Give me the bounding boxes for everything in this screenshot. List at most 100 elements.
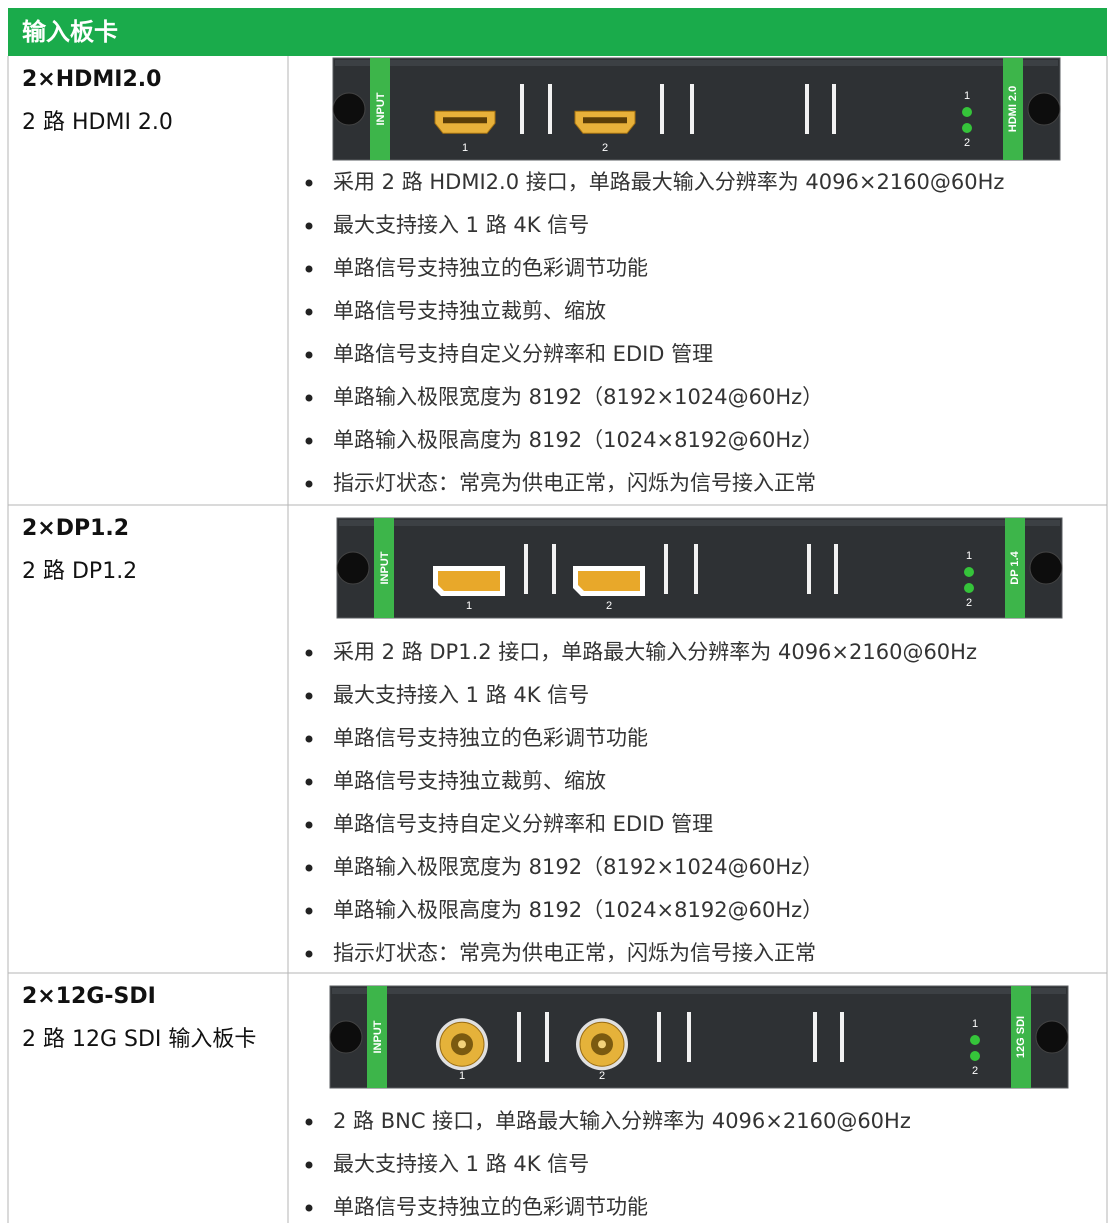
led (964, 583, 974, 593)
divider-line (524, 544, 528, 594)
led (964, 567, 974, 577)
led (962, 123, 972, 133)
card-shade (332, 988, 1066, 994)
feature-item: 单路信号支持独立裁剪、缩放 (333, 769, 606, 793)
card-image: INPUT 1 2 1 2 DP 1.4 (336, 517, 1063, 619)
divider-line (834, 544, 838, 594)
led-number: 1 (966, 550, 972, 562)
feature-item: 采用 2 路 HDMI2.0 接口，单路最大输入分辨率为 4096×2160@6… (333, 170, 1004, 194)
port-number: 2 (606, 600, 612, 612)
divider-line (552, 544, 556, 594)
led (962, 107, 972, 117)
row-desc: 2 路 DP1.2 (22, 559, 137, 584)
feature-item: 单路信号支持自定义分辨率和 EDID 管理 (333, 812, 713, 836)
card-shade (339, 520, 1060, 526)
card-input-label: INPUT (372, 1020, 384, 1053)
right-strip (1011, 986, 1031, 1088)
right-strip (1003, 58, 1023, 160)
bullet (305, 1204, 313, 1212)
card-type-label: HDMI 2.0 (1007, 86, 1019, 132)
screw (1027, 92, 1061, 126)
card-image: INPUT 1 2 1 2 HDMI 2.0 (332, 57, 1061, 161)
feature-item: 最大支持接入 1 路 4K 信号 (333, 1152, 589, 1176)
divider-line (664, 544, 668, 594)
feature-item: 单路信号支持独立的色彩调节功能 (333, 256, 648, 280)
hdmi-slot (583, 117, 627, 124)
header-title: 输入板卡 (22, 18, 118, 46)
bullet (305, 649, 313, 657)
row-name: 2×HDMI2.0 (22, 67, 161, 92)
divider-line (805, 84, 809, 134)
left-strip (370, 58, 390, 160)
feature-item: 单路输入极限高度为 8192（1024×8192@60Hz） (333, 428, 823, 452)
divider-line (657, 1012, 661, 1062)
port-number: 2 (599, 1070, 605, 1082)
bullet (305, 394, 313, 402)
card-image: INPUT 1 2 1 2 12G SDI (329, 985, 1069, 1089)
bullet (305, 1118, 313, 1126)
divider-line (517, 1012, 521, 1062)
card-body (332, 57, 1061, 161)
bullet (305, 907, 313, 915)
screw (329, 1020, 363, 1054)
divider-line (832, 84, 836, 134)
feature-item: 单路信号支持独立的色彩调节功能 (333, 726, 648, 750)
bullet (305, 950, 313, 958)
card-input-label: INPUT (375, 92, 387, 125)
screw (336, 551, 370, 585)
row-desc: 2 路 12G SDI 输入板卡 (22, 1027, 256, 1052)
left-strip (367, 986, 387, 1088)
card-type-label: 12G SDI (1015, 1016, 1027, 1058)
dp-slot (438, 571, 500, 591)
led-number: 2 (966, 597, 972, 609)
bullet (305, 864, 313, 872)
divider-line (807, 544, 811, 594)
row-desc: 2 路 HDMI 2.0 (22, 110, 173, 135)
bullet (305, 1161, 313, 1169)
led-number: 1 (972, 1018, 978, 1030)
led-number: 2 (964, 137, 970, 149)
feature-item: 采用 2 路 DP1.2 接口，单路最大输入分辨率为 4096×2160@60H… (333, 640, 977, 664)
divider-line (694, 544, 698, 594)
divider-line (660, 84, 664, 134)
bullet (305, 308, 313, 316)
port-number: 2 (602, 142, 608, 154)
row-name: 2×DP1.2 (22, 516, 129, 541)
divider-line (548, 84, 552, 134)
bullet (305, 351, 313, 359)
feature-item: 2 路 BNC 接口，单路最大输入分辨率为 4096×2160@60Hz (333, 1109, 911, 1133)
port-number: 1 (459, 1070, 465, 1082)
bullet (305, 222, 313, 230)
bullet (305, 480, 313, 488)
header-bar (8, 8, 1107, 56)
feature-item: 单路信号支持自定义分辨率和 EDID 管理 (333, 342, 713, 366)
led-number: 1 (964, 90, 970, 102)
feature-item: 最大支持接入 1 路 4K 信号 (333, 213, 589, 237)
card-shade (335, 60, 1058, 66)
feature-item: 单路信号支持独立的色彩调节功能 (333, 1195, 648, 1219)
divider-line (690, 84, 694, 134)
hdmi-slot (443, 117, 487, 124)
led (970, 1051, 980, 1061)
divider-line (840, 1012, 844, 1062)
bnc-pin (458, 1040, 466, 1049)
led-number: 2 (972, 1065, 978, 1077)
port-number: 1 (466, 600, 472, 612)
port-number: 1 (462, 142, 468, 154)
right-strip (1005, 518, 1025, 618)
screw (1029, 551, 1063, 585)
dp-slot (578, 571, 640, 591)
feature-item: 单路输入极限宽度为 8192（8192×1024@60Hz） (333, 855, 823, 879)
row-name: 2×12G-SDI (22, 984, 156, 1009)
led (970, 1035, 980, 1045)
card-type-label: DP 1.4 (1009, 550, 1021, 584)
bullet (305, 692, 313, 700)
feature-item: 单路输入极限高度为 8192（1024×8192@60Hz） (333, 898, 823, 922)
divider-line (813, 1012, 817, 1062)
screw (1035, 1020, 1069, 1054)
bullet (305, 821, 313, 829)
bullet (305, 437, 313, 445)
feature-item: 单路输入极限宽度为 8192（8192×1024@60Hz） (333, 385, 823, 409)
left-strip (374, 518, 394, 618)
